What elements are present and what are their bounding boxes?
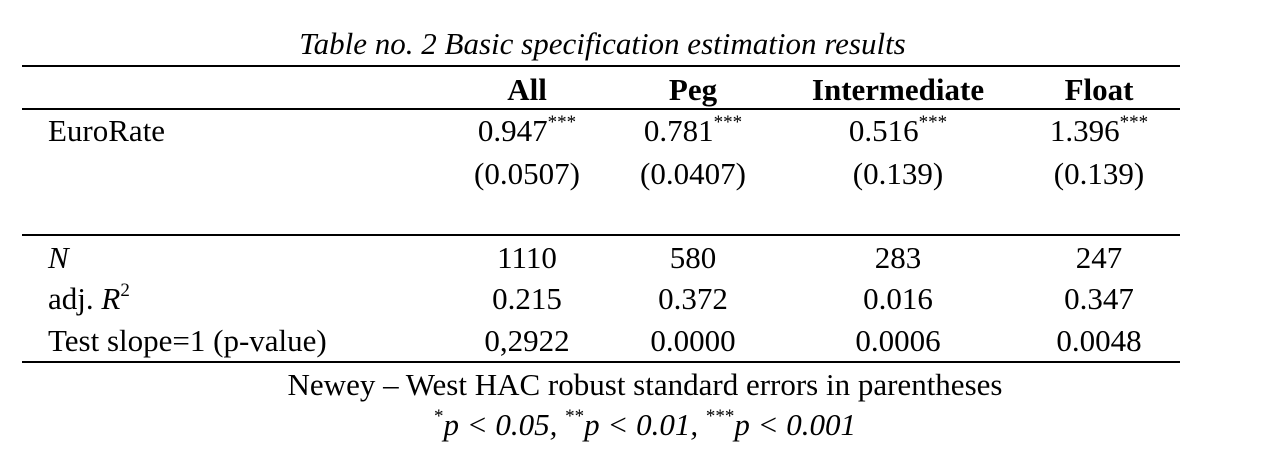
note-standard-errors: Newey – West HAC robust standard errors …	[287, 367, 1003, 402]
se-float: (0.139)	[1053, 156, 1145, 191]
significance-stars: ***	[1119, 112, 1149, 133]
coef-float: 1.396***	[1049, 112, 1149, 148]
table-row-adj-r2: adj. R2 0.215 0.372 0.016 0.347	[0, 279, 1264, 319]
table-row-standard-errors: (0.0507) (0.0407) (0.139) (0.139)	[0, 154, 1264, 194]
table-row-eurorate: EuroRate 0.947*** 0.781*** 0.516*** 1.39…	[0, 111, 1264, 151]
n-float: 247	[1075, 240, 1123, 275]
table-title: Basic specification estimation results	[444, 26, 906, 61]
column-header-all: All	[507, 72, 547, 107]
coef-peg: 0.781***	[643, 112, 743, 148]
column-header-intermediate: Intermediate	[811, 72, 985, 107]
coef-all: 0.947***	[477, 112, 577, 148]
significance-stars: ***	[918, 112, 948, 133]
column-header-peg: Peg	[668, 72, 718, 107]
significance-stars: ***	[547, 112, 577, 133]
se-peg: (0.0407)	[640, 156, 746, 191]
adj-r2-intermediate: 0.016	[863, 281, 933, 316]
significance-stars: ***	[713, 112, 743, 133]
adj-r2-peg: 0.372	[658, 281, 728, 316]
row-label-test-slope: Test slope=1 (p-value)	[48, 323, 327, 358]
adj-r2-all: 0.215	[492, 281, 562, 316]
test-float: 0.0048	[1056, 323, 1142, 358]
top-rule	[22, 65, 1180, 67]
row-label-eurorate: EuroRate	[48, 113, 166, 148]
n-intermediate: 283	[874, 240, 922, 275]
coef-intermediate: 0.516***	[848, 112, 948, 148]
n-all: 1110	[497, 240, 557, 275]
header-row: All Peg Intermediate Float	[0, 70, 1264, 110]
bottom-rule	[22, 361, 1180, 363]
n-peg: 580	[669, 240, 717, 275]
row-label-n: N	[48, 240, 69, 275]
header-rule	[22, 108, 1180, 110]
table-row-n: N 1110 580 283 247	[0, 238, 1264, 278]
test-peg: 0.0000	[650, 323, 736, 358]
row-label-adj-r2: adj. R2	[48, 280, 130, 316]
adj-r2-float: 0.347	[1064, 281, 1134, 316]
se-all: (0.0507)	[474, 156, 580, 191]
table-caption: Table no. 2 Basic specification estimati…	[0, 26, 1205, 62]
test-intermediate: 0.0006	[855, 323, 941, 358]
column-header-float: Float	[1064, 72, 1134, 107]
table-row-test-slope: Test slope=1 (p-value) 0,2922 0.0000 0.0…	[0, 321, 1264, 361]
mid-rule	[22, 234, 1180, 236]
se-intermediate: (0.139)	[852, 156, 944, 191]
note-significance: *p < 0.05, **p < 0.01, ***p < 0.001	[433, 406, 856, 442]
test-all: 0,2922	[484, 323, 570, 358]
table-number: Table no. 2	[299, 26, 437, 61]
